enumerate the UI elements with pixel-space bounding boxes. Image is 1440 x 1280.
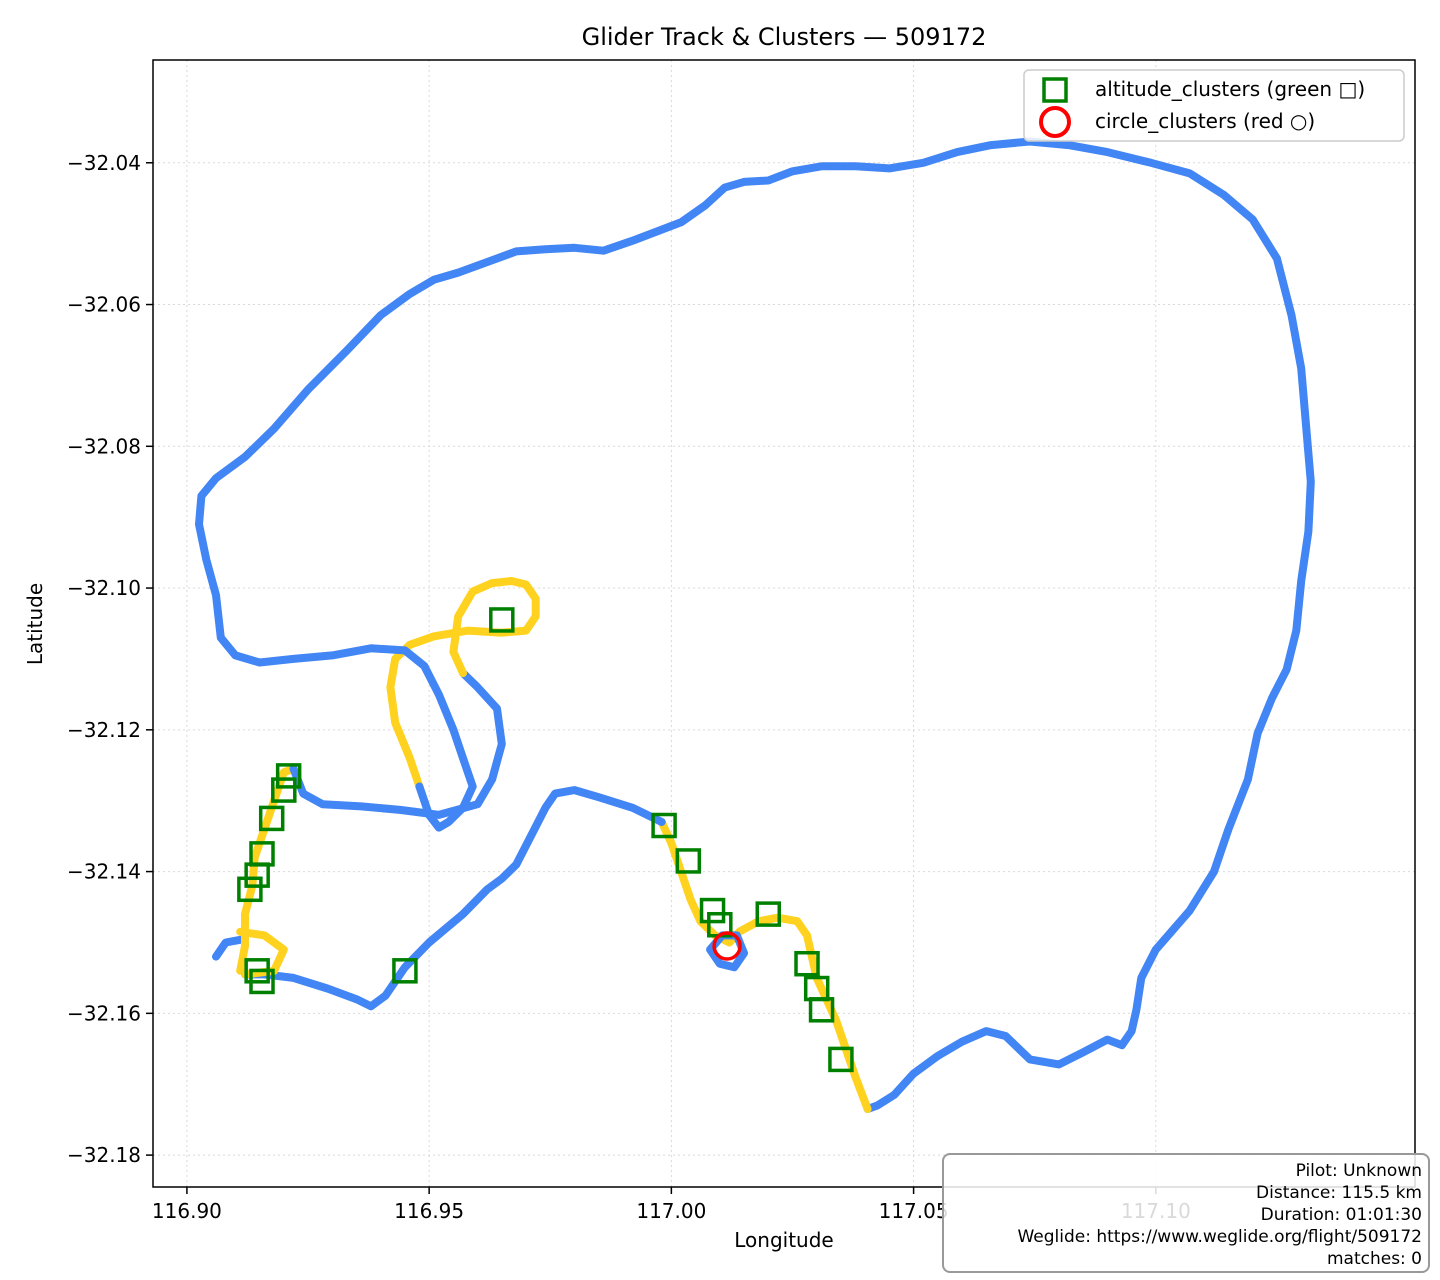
x-tick-label: 117.00	[636, 1199, 706, 1223]
altitude-cluster-marker	[249, 968, 275, 995]
legend: altitude_clusters (green □) circle_clust…	[1023, 69, 1405, 142]
track-segment-glide	[241, 786, 666, 1011]
y-tick-label: −32.12	[67, 718, 141, 742]
x-axis-title: Longitude	[734, 1228, 833, 1252]
altitude-cluster-marker	[699, 897, 726, 924]
pilot-text: Pilot: Unknown	[1295, 1161, 1422, 1181]
legend-label-altitude: altitude_clusters (green □)	[1095, 77, 1365, 101]
altitude-cluster-marker	[237, 876, 263, 903]
x-tick-label: 116.95	[394, 1199, 464, 1223]
x-tick-label: 116.90	[152, 1199, 222, 1223]
altitude-cluster-layer	[237, 607, 854, 1073]
grid-lines	[153, 60, 1415, 1187]
altitude-cluster-marker	[828, 1046, 854, 1073]
altitude-cluster-marker	[755, 901, 782, 927]
y-axis-ticks: −32.04 −32.06 −32.08 −32.10 −32.12 −32.14 −32.…	[67, 151, 153, 1167]
altitude-cluster-marker	[675, 848, 702, 874]
y-tick-label: −32.04	[67, 151, 141, 175]
legend-label-circle: circle_clusters (red ○)	[1095, 109, 1315, 133]
legend-marker-circle	[1039, 106, 1071, 138]
altitude-cluster-marker	[808, 997, 835, 1023]
track-segment-glide	[195, 137, 1315, 1113]
duration-text: Duration: 01:01:30	[1260, 1205, 1422, 1225]
chart-title: Glider Track & Clusters — 509172	[582, 23, 987, 51]
matches-text: matches: 0	[1326, 1249, 1422, 1269]
y-tick-label: −32.18	[67, 1143, 141, 1167]
altitude-cluster-marker	[392, 958, 418, 984]
altitude-cluster-marker	[489, 607, 515, 633]
altitude-cluster-marker	[258, 805, 285, 832]
legend-box	[1023, 69, 1405, 142]
altitude-cluster-marker	[651, 812, 677, 839]
altitude-cluster-marker	[275, 763, 302, 789]
y-axis-title: Latitude	[23, 583, 47, 665]
y-tick-label: −32.14	[67, 860, 141, 884]
track-segment-climb	[386, 577, 540, 791]
y-tick-label: −32.06	[67, 293, 141, 317]
circle-cluster-marker	[712, 931, 742, 961]
plot-frame	[152, 59, 1416, 1188]
y-tick-label: −32.16	[67, 1001, 141, 1025]
y-tick-label: −32.08	[67, 434, 141, 458]
distance-text: Distance: 115.5 km	[1256, 1183, 1422, 1203]
y-tick-label: −32.10	[67, 576, 141, 600]
circle-cluster-layer	[712, 931, 742, 961]
x-tick-label: 117.05	[879, 1199, 949, 1223]
track-segment-glide	[212, 934, 249, 961]
legend-marker-altitude	[1042, 77, 1068, 103]
track-layer	[195, 137, 1315, 1113]
weglide-link[interactable]: Weglide: https://www.weglide.org/flight/…	[1017, 1227, 1422, 1247]
track-segment-climb	[657, 818, 872, 1113]
altitude-cluster-marker	[271, 777, 297, 803]
altitude-cluster-marker	[244, 862, 270, 888]
flight-info-box: Pilot: Unknown Distance: 115.5 km Durati…	[942, 1153, 1430, 1273]
altitude-cluster-marker	[794, 950, 820, 977]
